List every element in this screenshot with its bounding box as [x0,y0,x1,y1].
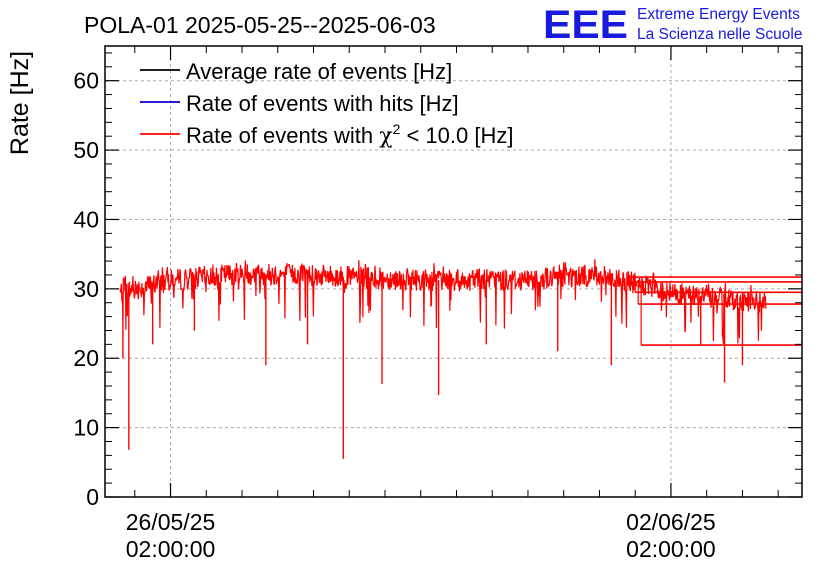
legend-label-chi2-suffix: < 10.0 [Hz] [400,123,513,148]
plot-frame [104,45,803,498]
legend-label-average: Average rate of events [Hz] [186,59,452,84]
chart-title: POLA-01 2025-05-25--2025-06-03 [84,12,436,38]
chi-superscript: 2 [393,121,401,137]
chi-symbol: χ [379,124,392,149]
legend: Average rate of events [Hz] Rate of even… [140,59,513,149]
y-axis-label: Rate [Hz] [6,51,34,155]
y-tick-label: 0 [86,484,99,510]
x-tick-label-date: 02/06/25 [626,509,716,535]
chi2-series-line [119,259,767,344]
eee-logo-text: EEE [543,3,628,47]
x-tick-label-time: 02:00:00 [626,536,716,562]
legend-label-chi2-prefix: Rate of events with [186,123,379,148]
y-tick-label: 60 [73,68,99,94]
grid-lines [105,46,802,497]
y-tick-label: 40 [73,206,99,232]
y-tick-label: 30 [73,276,99,302]
x-tick-label-date: 26/05/25 [126,509,216,535]
x-tick-label-time: 02:00:00 [126,536,216,562]
legend-label-chi2: Rate of events with χ2 < 10.0 [Hz] [186,121,513,149]
y-tick-label: 10 [73,415,99,441]
y-axis: 0 10 20 30 40 50 60 [73,52,802,510]
legend-label-hits: Rate of events with hits [Hz] [186,91,459,116]
eee-logo: EEE Extreme Energy Events La Scienza nel… [543,3,802,47]
eee-logo-line2: La Scienza nelle Scuole [637,26,802,43]
y-tick-label: 20 [73,345,99,371]
series-layer [119,259,802,459]
y-tick-label: 50 [73,137,99,163]
eee-logo-line1: Extreme Energy Events [637,6,800,23]
